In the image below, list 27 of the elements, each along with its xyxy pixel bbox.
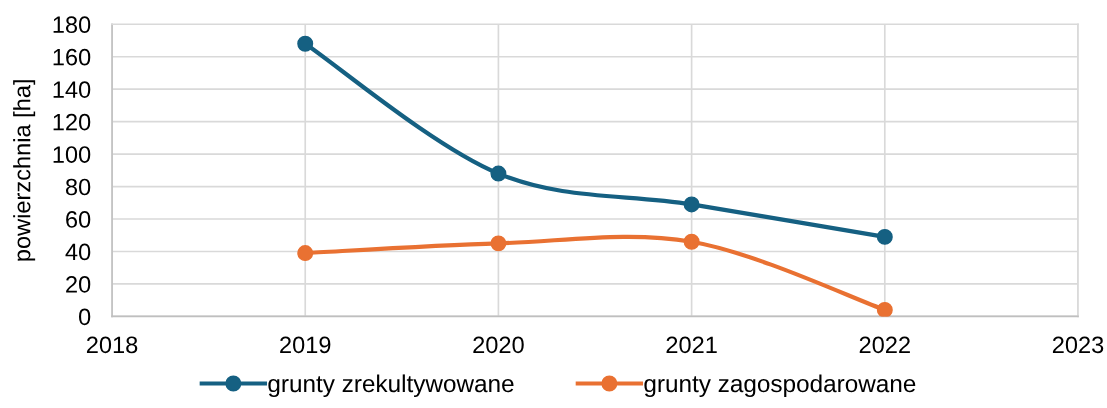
x-tick-label: 2018 — [86, 336, 138, 354]
point — [683, 196, 700, 213]
y-tick-label: 180 — [53, 16, 91, 34]
y-tick-label: 20 — [66, 276, 91, 293]
y-tick-label: 40 — [65, 243, 91, 261]
point — [876, 301, 893, 317]
y-tick-label: 60 — [66, 211, 91, 228]
y-tick-label: 80 — [65, 178, 91, 196]
x-tick-label: 2021 — [666, 336, 717, 354]
point — [876, 228, 893, 245]
legend-label: grunty zagospodarowane — [644, 374, 916, 398]
x-tick-label: 2023 — [1052, 336, 1104, 354]
y-tick-label: 160 — [53, 48, 91, 66]
x-tick-label: 2022 — [859, 336, 910, 354]
x-tick-label: 2019 — [280, 336, 331, 354]
x-tick-label: 2020 — [473, 336, 524, 354]
point — [683, 233, 700, 250]
point — [297, 245, 314, 262]
y-tick-label: 120 — [53, 113, 91, 131]
point — [490, 235, 507, 252]
y-tick-label: 0 — [78, 308, 91, 326]
point — [297, 35, 314, 52]
y-tick-label: 140 — [53, 81, 91, 98]
y-axis-title: powierzchnia [ha] — [13, 80, 36, 261]
point — [490, 165, 507, 182]
y-tick-label: 100 — [53, 146, 91, 163]
legend-label: grunty zrekultywowane — [268, 374, 514, 398]
